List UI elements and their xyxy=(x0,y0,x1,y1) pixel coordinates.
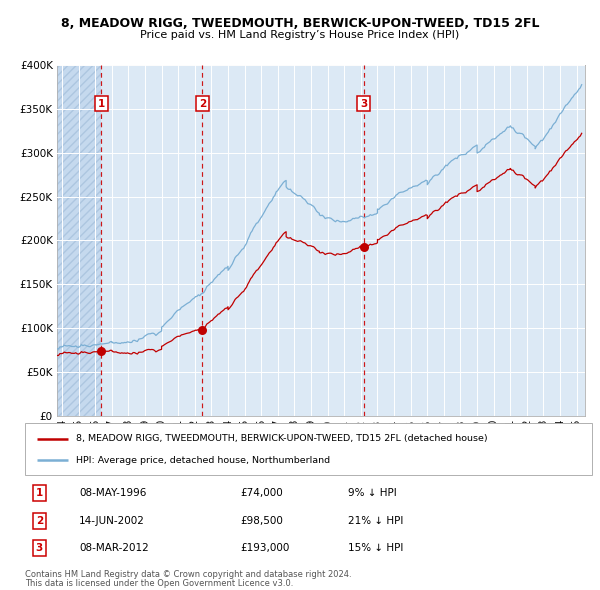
Text: £74,000: £74,000 xyxy=(241,489,283,499)
Text: Contains HM Land Registry data © Crown copyright and database right 2024.: Contains HM Land Registry data © Crown c… xyxy=(25,570,352,579)
Text: 9% ↓ HPI: 9% ↓ HPI xyxy=(349,489,397,499)
Text: 1: 1 xyxy=(98,99,105,109)
Text: 8, MEADOW RIGG, TWEEDMOUTH, BERWICK-UPON-TWEED, TD15 2FL: 8, MEADOW RIGG, TWEEDMOUTH, BERWICK-UPON… xyxy=(61,17,539,30)
FancyBboxPatch shape xyxy=(25,423,592,475)
Text: 08-MAY-1996: 08-MAY-1996 xyxy=(79,489,146,499)
Text: 14-JUN-2002: 14-JUN-2002 xyxy=(79,516,145,526)
Text: 21% ↓ HPI: 21% ↓ HPI xyxy=(349,516,404,526)
Text: 3: 3 xyxy=(36,543,43,553)
Text: 3: 3 xyxy=(360,99,367,109)
Text: 2: 2 xyxy=(199,99,206,109)
Text: 1: 1 xyxy=(36,489,43,499)
Text: 08-MAR-2012: 08-MAR-2012 xyxy=(79,543,149,553)
Text: £193,000: £193,000 xyxy=(241,543,290,553)
Text: £98,500: £98,500 xyxy=(241,516,284,526)
Text: 2: 2 xyxy=(36,516,43,526)
Text: This data is licensed under the Open Government Licence v3.0.: This data is licensed under the Open Gov… xyxy=(25,579,293,588)
Text: 8, MEADOW RIGG, TWEEDMOUTH, BERWICK-UPON-TWEED, TD15 2FL (detached house): 8, MEADOW RIGG, TWEEDMOUTH, BERWICK-UPON… xyxy=(76,434,488,443)
Text: HPI: Average price, detached house, Northumberland: HPI: Average price, detached house, Nort… xyxy=(76,456,331,465)
Bar xyxy=(57,65,101,416)
Text: Price paid vs. HM Land Registry’s House Price Index (HPI): Price paid vs. HM Land Registry’s House … xyxy=(140,30,460,40)
Text: 15% ↓ HPI: 15% ↓ HPI xyxy=(349,543,404,553)
